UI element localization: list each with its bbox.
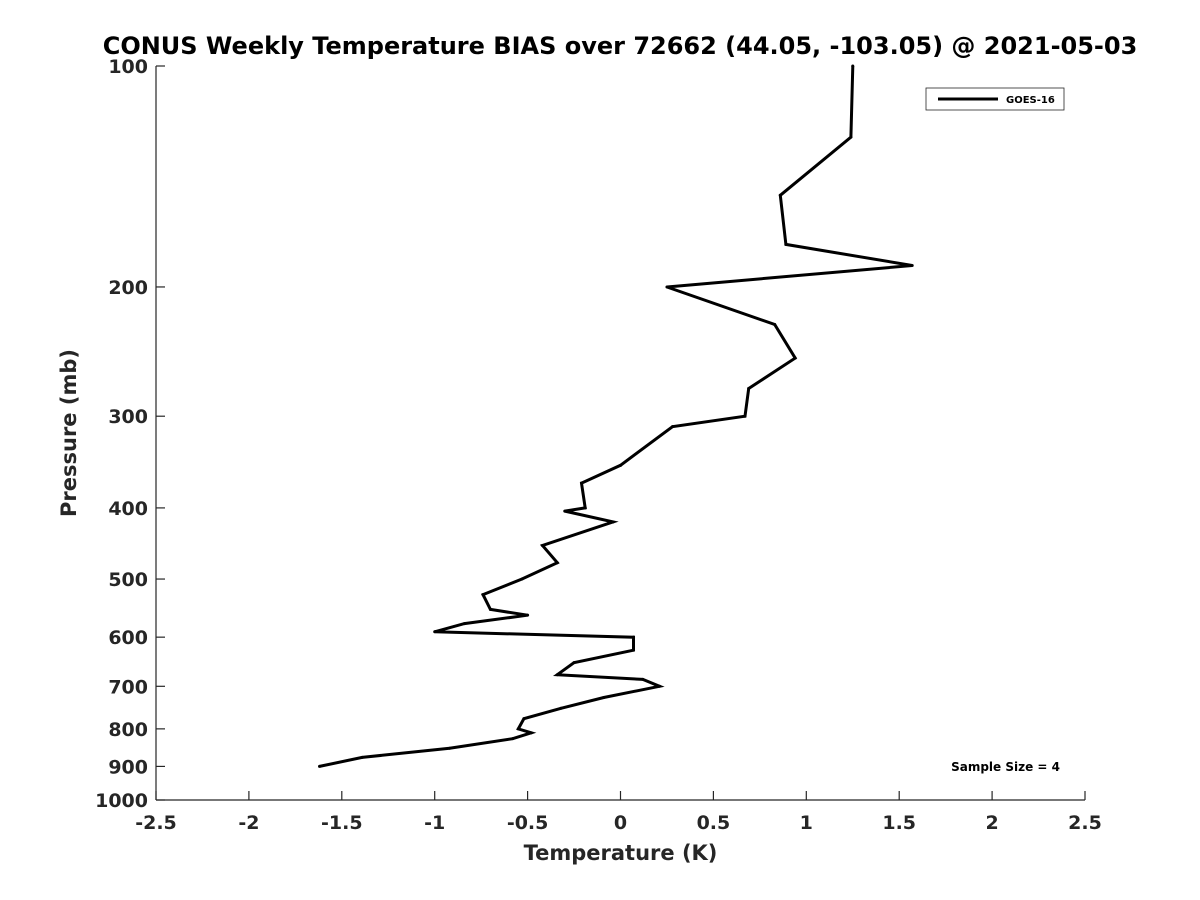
x-tick-label: 1 [800, 812, 813, 834]
x-axis-ticks: -2.5 -2 -1.5 -1 -0.5 0 0.5 1 1.5 2 2.5 [135, 791, 1102, 834]
x-tick-label: -2.5 [135, 812, 177, 834]
y-tick-label: 300 [108, 406, 148, 428]
data-point [572, 661, 576, 665]
data-point [448, 746, 452, 750]
x-tick-label: 1.5 [882, 812, 916, 834]
data-point [511, 737, 515, 741]
data-point [516, 727, 520, 731]
data-point [360, 755, 364, 759]
data-point [747, 386, 751, 390]
data-point [632, 635, 636, 639]
data-point [583, 506, 587, 510]
data-point [529, 731, 533, 735]
y-tick-label: 500 [108, 569, 148, 591]
data-point [462, 622, 466, 626]
data-point [671, 425, 675, 429]
data-point [851, 64, 855, 68]
legend-entry-label: GOES-16 [1006, 95, 1055, 106]
y-tick-label: 600 [108, 627, 148, 649]
x-tick-label: -2 [238, 812, 259, 834]
data-point [555, 561, 559, 565]
data-point [559, 706, 563, 710]
x-axis-label: Temperature (K) [524, 841, 718, 865]
data-point [778, 193, 782, 197]
data-point [488, 607, 492, 611]
series-layer [318, 64, 914, 768]
y-tick-label: 200 [108, 277, 148, 299]
data-point [540, 543, 544, 547]
data-point [773, 323, 777, 327]
x-tick-label: 2 [985, 812, 998, 834]
x-tick-label: -1.5 [321, 812, 363, 834]
data-point [784, 242, 788, 246]
x-tick-label: -0.5 [507, 812, 549, 834]
data-point [520, 577, 524, 581]
plot-background [156, 66, 1085, 800]
plot-area: -2.5 -2 -1.5 -1 -0.5 0 0.5 1 1.5 2 2.5 100 200 300 40… [95, 56, 1102, 834]
data-point [563, 509, 567, 513]
data-point [579, 481, 583, 485]
x-tick-label: 2.5 [1068, 812, 1102, 834]
legend: GOES-16 [925, 87, 1065, 111]
y-tick-label: 700 [108, 676, 148, 698]
sample-size-annotation: Sample Size = 4 [951, 760, 1060, 774]
x-tick-label: 0 [614, 812, 627, 834]
chart-title: CONUS Weekly Temperature BIAS over 72662… [103, 32, 1138, 60]
data-point [318, 764, 322, 768]
y-tick-label: 900 [108, 756, 148, 778]
data-point [433, 630, 437, 634]
y-axis-label: Pressure (mb) [57, 349, 81, 517]
data-point [481, 593, 485, 597]
x-tick-label: -1 [424, 812, 445, 834]
y-tick-label: 800 [108, 719, 148, 741]
x-tick-label: 0.5 [697, 812, 731, 834]
data-point [526, 613, 530, 617]
y-axis-ticks: 100 200 300 400 500 600 700 800 900 1000 [95, 56, 165, 812]
data-point [658, 684, 662, 688]
data-point [611, 520, 615, 524]
data-point [849, 135, 853, 139]
data-point [910, 264, 914, 268]
data-point [619, 463, 622, 467]
data-point [641, 677, 645, 681]
series-line [319, 65, 913, 768]
data-point [793, 356, 797, 360]
data-point [555, 673, 559, 677]
y-tick-label: 1000 [95, 790, 148, 812]
y-tick-label: 100 [108, 56, 148, 78]
data-point [522, 717, 526, 721]
data-point [665, 285, 669, 289]
data-point [602, 695, 606, 699]
y-tick-label: 400 [108, 498, 148, 520]
data-point [632, 648, 636, 652]
data-point [743, 414, 747, 418]
